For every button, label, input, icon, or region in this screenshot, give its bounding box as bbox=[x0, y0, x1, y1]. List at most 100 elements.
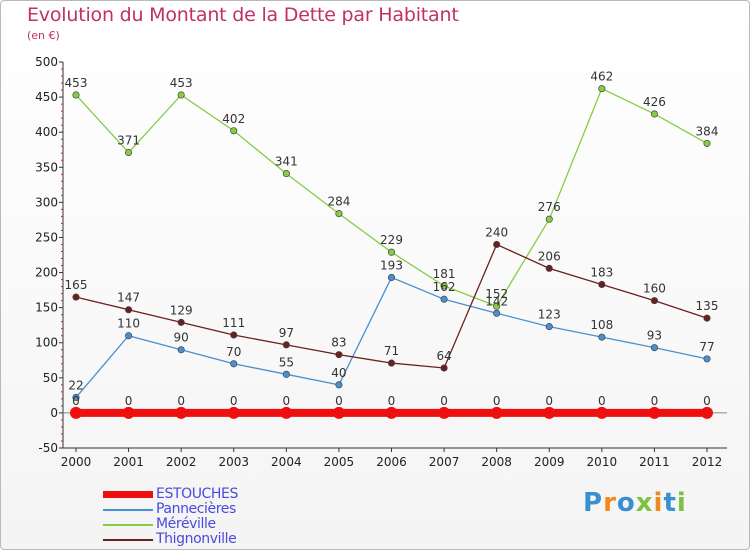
data-label: 162 bbox=[433, 280, 456, 294]
data-label: 0 bbox=[545, 394, 553, 408]
data-point bbox=[545, 215, 553, 223]
data-label: 284 bbox=[327, 195, 350, 209]
y-tick-label: 400 bbox=[35, 125, 58, 139]
legend-swatch bbox=[103, 491, 153, 498]
x-tick-label: 2007 bbox=[429, 455, 460, 469]
data-label: 97 bbox=[279, 326, 294, 340]
data-point bbox=[387, 248, 396, 256]
y-tick-label: 500 bbox=[35, 55, 58, 69]
proxiti-logo: Proxiti bbox=[583, 488, 687, 518]
x-tick-label: 2008 bbox=[481, 455, 512, 469]
data-label: 0 bbox=[125, 394, 133, 408]
data-label: 0 bbox=[651, 394, 659, 408]
data-label: 426 bbox=[643, 95, 666, 109]
data-point bbox=[701, 406, 713, 419]
x-tick-label: 2001 bbox=[113, 455, 144, 469]
data-label: 165 bbox=[65, 278, 88, 292]
data-point bbox=[598, 85, 606, 93]
data-label: 0 bbox=[335, 394, 343, 408]
data-label: 108 bbox=[590, 318, 613, 332]
legend-label: Pannecières bbox=[156, 501, 236, 517]
y-tick-label: 300 bbox=[35, 195, 58, 209]
x-tick-label: 2006 bbox=[376, 455, 407, 469]
data-label: 181 bbox=[433, 267, 456, 281]
x-tick-label: 2003 bbox=[218, 455, 249, 469]
data-point bbox=[440, 364, 448, 372]
data-label: 341 bbox=[275, 155, 298, 169]
data-label: 152 bbox=[485, 287, 508, 301]
legend-swatch bbox=[103, 524, 153, 526]
data-label: 90 bbox=[174, 331, 189, 345]
y-tick-label: -50 bbox=[38, 441, 58, 455]
data-point bbox=[70, 406, 82, 419]
data-label: 0 bbox=[388, 394, 396, 408]
data-label: 83 bbox=[331, 336, 346, 350]
x-tick-label: 2005 bbox=[324, 455, 355, 469]
data-label: 276 bbox=[538, 200, 561, 214]
data-label: 22 bbox=[68, 378, 83, 392]
data-label: 160 bbox=[643, 282, 666, 296]
data-label: 240 bbox=[485, 225, 508, 239]
data-point bbox=[545, 323, 553, 331]
data-point bbox=[332, 406, 345, 419]
data-point bbox=[72, 293, 80, 301]
data-label: 371 bbox=[117, 134, 140, 148]
logo-letter: o bbox=[616, 488, 636, 518]
data-label: 0 bbox=[493, 394, 501, 408]
data-point bbox=[438, 406, 451, 419]
data-point bbox=[703, 314, 711, 322]
data-point bbox=[335, 210, 343, 218]
data-label: 110 bbox=[117, 317, 140, 331]
data-label: 402 bbox=[222, 112, 245, 126]
data-point bbox=[125, 332, 133, 340]
data-point bbox=[177, 318, 185, 326]
data-point bbox=[335, 381, 343, 389]
data-point bbox=[177, 346, 185, 354]
data-point bbox=[72, 393, 80, 402]
data-label: 453 bbox=[65, 76, 88, 90]
data-label: 0 bbox=[230, 394, 238, 408]
y-tick-label: 200 bbox=[35, 266, 58, 280]
data-label: 129 bbox=[170, 303, 193, 317]
data-point bbox=[282, 370, 290, 378]
x-tick-label: 2004 bbox=[271, 455, 302, 469]
data-label: 453 bbox=[170, 76, 193, 90]
data-point bbox=[175, 406, 188, 419]
x-tick-label: 2009 bbox=[534, 455, 565, 469]
data-point bbox=[490, 406, 503, 419]
data-point bbox=[440, 282, 448, 290]
logo-letter: t bbox=[663, 488, 677, 518]
data-label: 229 bbox=[380, 233, 403, 247]
data-label: 40 bbox=[331, 366, 346, 380]
data-point bbox=[598, 280, 606, 289]
y-tick-label: 450 bbox=[35, 90, 58, 104]
data-point bbox=[230, 360, 238, 368]
x-tick-label: 2011 bbox=[639, 455, 670, 469]
data-point bbox=[493, 240, 501, 249]
data-point bbox=[282, 341, 290, 349]
y-tick-label: 150 bbox=[35, 301, 58, 315]
data-point bbox=[598, 333, 606, 341]
data-point bbox=[650, 344, 658, 352]
data-point bbox=[282, 170, 290, 178]
data-label: 70 bbox=[226, 345, 241, 359]
data-point bbox=[125, 306, 133, 314]
data-label: 0 bbox=[177, 394, 185, 408]
data-label: 147 bbox=[117, 291, 140, 305]
data-point bbox=[230, 331, 238, 339]
data-point bbox=[703, 139, 711, 147]
logo-letter: x bbox=[635, 488, 654, 518]
chart-subtitle: (en €) bbox=[27, 29, 60, 42]
data-label: 462 bbox=[590, 70, 613, 84]
data-label: 55 bbox=[279, 355, 294, 369]
legend-label: Méréville bbox=[156, 516, 216, 532]
chart-title: Evolution du Montant de la Dette par Hab… bbox=[27, 4, 459, 26]
data-label: 71 bbox=[384, 344, 399, 358]
data-point bbox=[648, 406, 661, 419]
legend-label: ESTOUCHES bbox=[156, 486, 238, 502]
data-point bbox=[650, 297, 658, 305]
data-label: 206 bbox=[538, 249, 561, 263]
data-point bbox=[703, 355, 711, 363]
